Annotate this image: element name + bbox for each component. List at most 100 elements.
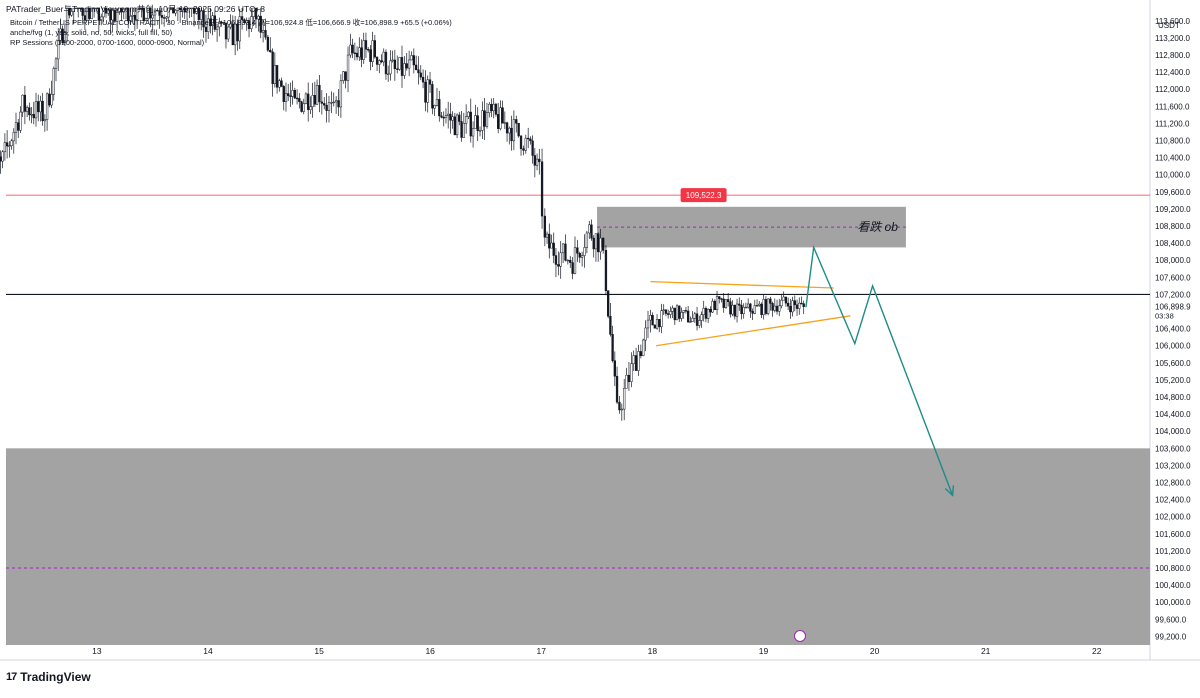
symbol-line[interactable]: Bitcoin / TetherUS PERPETUAL CONTRACT · … bbox=[10, 18, 452, 27]
price-tick-label: 110,800.0 bbox=[1155, 137, 1191, 146]
candle-up bbox=[499, 107, 502, 129]
candle-up bbox=[669, 311, 672, 315]
candle-up bbox=[545, 233, 549, 238]
candle-down bbox=[578, 252, 581, 258]
candle-down bbox=[571, 262, 574, 274]
tradingview-brand: 17 TradingView bbox=[6, 670, 91, 684]
candle-up bbox=[444, 115, 448, 118]
candle-down bbox=[543, 215, 546, 238]
candle-down bbox=[97, 7, 100, 21]
candle-up bbox=[426, 79, 429, 103]
candle-up bbox=[129, 15, 132, 22]
candle-down bbox=[727, 299, 730, 302]
candle-down bbox=[220, 22, 223, 24]
candle-up bbox=[1, 151, 4, 162]
candle-down bbox=[5, 142, 9, 147]
candle-up bbox=[63, 32, 67, 44]
candle-down bbox=[458, 114, 461, 122]
candle-down bbox=[295, 97, 299, 100]
current-price-label: 106,898.9 bbox=[1155, 302, 1191, 311]
candle-up bbox=[485, 112, 489, 127]
candle-down bbox=[204, 26, 208, 32]
projection-arrowhead bbox=[944, 485, 955, 497]
tradingview-wordmark: TradingView bbox=[20, 670, 91, 684]
candle-down bbox=[592, 237, 595, 250]
candle-up bbox=[711, 300, 714, 313]
candle-up bbox=[594, 233, 598, 250]
candle-down bbox=[476, 115, 479, 132]
candle-down bbox=[684, 310, 688, 312]
price-tick-label: 104,800.0 bbox=[1155, 393, 1191, 402]
candle-up bbox=[753, 305, 756, 314]
candle-down bbox=[597, 233, 600, 253]
candle-up bbox=[115, 12, 119, 22]
candle-up bbox=[185, 7, 189, 13]
chart-header-title: PATrader_Buer与TradingView.com共创, 10月 19,… bbox=[6, 4, 265, 14]
candle-up bbox=[151, 14, 154, 19]
price-tick-label: 102,000.0 bbox=[1155, 513, 1191, 522]
candle-down bbox=[183, 7, 186, 13]
candle-down bbox=[325, 104, 328, 111]
candle-down bbox=[172, 7, 175, 14]
candle-down bbox=[222, 22, 225, 24]
candles-group bbox=[0, 7, 805, 421]
candle-down bbox=[760, 303, 763, 315]
candle-down bbox=[720, 298, 723, 300]
candle-down bbox=[733, 304, 736, 317]
candle-up bbox=[731, 304, 734, 315]
candle-up bbox=[671, 307, 674, 312]
time-tick-label: 20 bbox=[870, 646, 880, 656]
candle-down bbox=[369, 49, 372, 62]
candle-down bbox=[149, 7, 152, 19]
price-tick-label: 112,800.0 bbox=[1155, 51, 1191, 60]
candle-up bbox=[642, 339, 645, 357]
candle-up bbox=[371, 40, 374, 62]
triangle-lower-trendline bbox=[655, 315, 851, 347]
candle-down bbox=[240, 16, 244, 20]
candle-up bbox=[535, 158, 539, 166]
candle-down bbox=[729, 301, 732, 315]
price-tick-label: 102,800.0 bbox=[1155, 479, 1191, 488]
indicator-rp-sessions[interactable]: RP Sessions (1200-2000, 0700-1600, 0000-… bbox=[10, 38, 205, 47]
candle-up bbox=[773, 305, 776, 311]
candle-down bbox=[48, 93, 51, 106]
time-tick-label: 18 bbox=[648, 646, 658, 656]
candle-up bbox=[85, 7, 89, 21]
candle-up bbox=[762, 299, 765, 315]
indicator-fvg[interactable]: anche/fvg (1, yes, solid, no, 50, wicks,… bbox=[10, 28, 173, 37]
time-tick-label: 22 bbox=[1092, 646, 1102, 656]
candle-down bbox=[375, 56, 379, 65]
candle-up bbox=[559, 252, 562, 267]
candle-down bbox=[740, 304, 743, 314]
candle-up bbox=[100, 16, 103, 21]
candle-up bbox=[238, 16, 241, 42]
candle-down bbox=[540, 161, 544, 217]
price-tick-label: 101,600.0 bbox=[1155, 530, 1191, 539]
candle-up bbox=[3, 142, 7, 153]
candle-up bbox=[165, 16, 168, 19]
candle-down bbox=[264, 30, 267, 38]
candle-up bbox=[257, 15, 260, 20]
candle-down bbox=[522, 148, 525, 151]
candle-up bbox=[188, 7, 191, 10]
price-tick-label: 108,400.0 bbox=[1155, 239, 1191, 248]
candle-down bbox=[529, 138, 532, 142]
candle-down bbox=[337, 100, 340, 108]
candle-down bbox=[667, 313, 670, 315]
candle-down bbox=[213, 15, 217, 30]
candle-up bbox=[655, 319, 659, 329]
price-tick-label: 108,000.0 bbox=[1155, 256, 1191, 265]
candle-up bbox=[644, 327, 647, 341]
candle-up bbox=[599, 237, 602, 253]
candle-down bbox=[751, 311, 754, 314]
candle-down bbox=[793, 300, 796, 306]
candle-up bbox=[682, 310, 685, 313]
currency-label[interactable]: USDT bbox=[1158, 21, 1180, 30]
candle-up bbox=[464, 116, 468, 124]
candle-down bbox=[307, 93, 310, 110]
candle-up bbox=[660, 310, 663, 328]
price-tick-label: 113,600.0 bbox=[1155, 17, 1191, 26]
candle-up bbox=[724, 299, 728, 308]
candle-up bbox=[215, 26, 219, 30]
